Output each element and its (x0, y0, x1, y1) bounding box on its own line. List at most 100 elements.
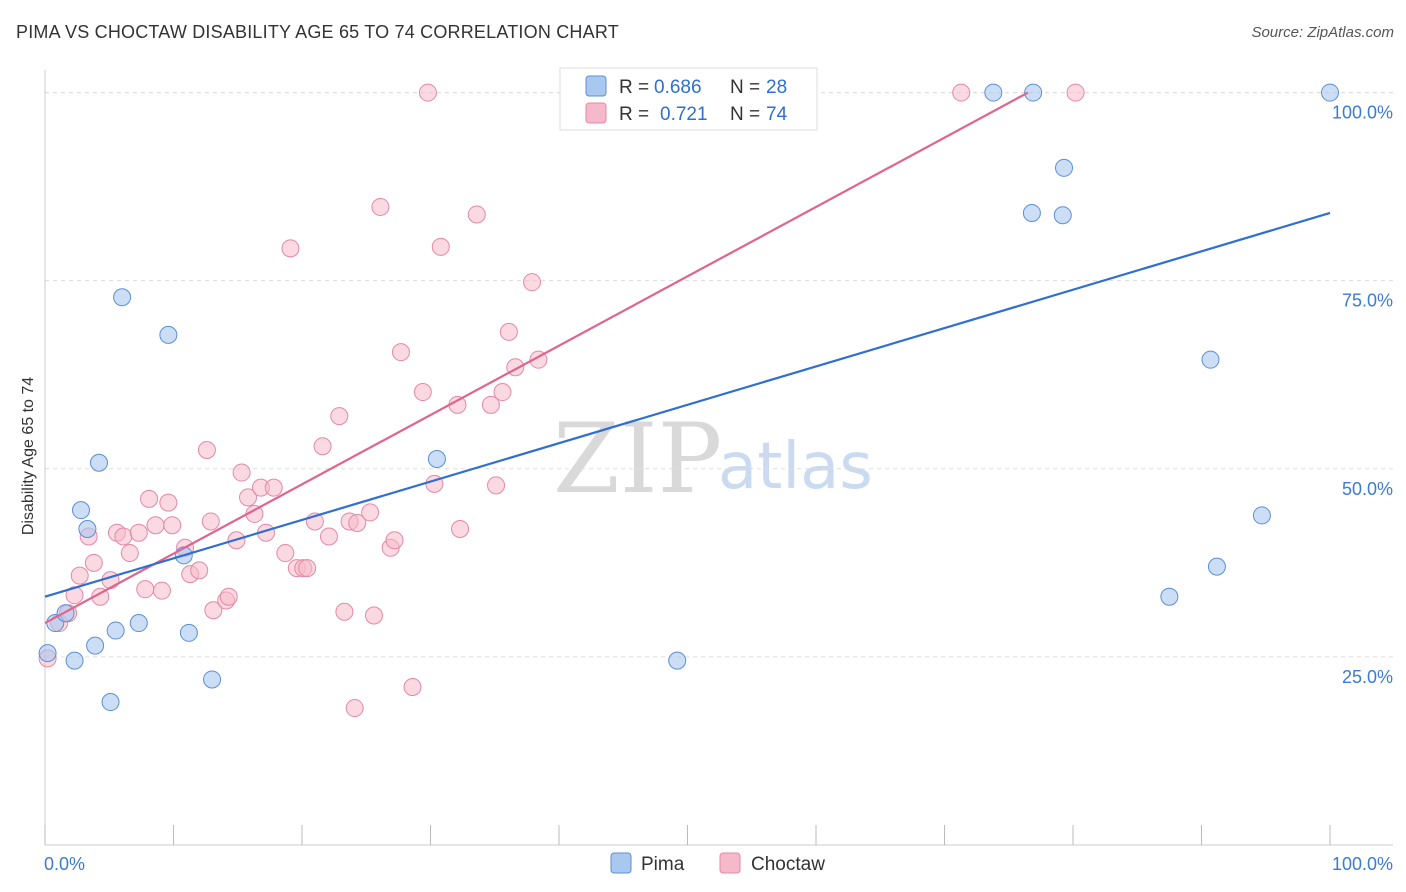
bottom-legend-choctaw: Choctaw (751, 854, 825, 875)
choctaw-point (65, 586, 84, 605)
choctaw-point (952, 83, 971, 102)
legend-swatch-pima (585, 75, 607, 97)
choctaw-point (361, 503, 380, 522)
axes (44, 70, 1393, 846)
x-tick-labels: 0.0% 100.0% (44, 854, 1393, 874)
choctaw-point (418, 83, 437, 102)
pima-point (1252, 506, 1271, 525)
choctaw-point (84, 553, 103, 572)
choctaw-point (264, 478, 283, 497)
choctaw-point (385, 531, 404, 550)
pima-point (71, 501, 90, 520)
gridlines (45, 92, 1393, 658)
choctaw-point (413, 383, 432, 402)
pima-point (1207, 557, 1226, 576)
choctaw-point (481, 395, 500, 414)
legend-n-value-choctaw: 74 (766, 104, 788, 125)
choctaw-point (313, 437, 332, 456)
pima-point (1201, 350, 1220, 369)
choctaw-point (197, 440, 216, 459)
choctaw-point (499, 322, 518, 341)
y-tick-label: 25.0% (1342, 667, 1393, 687)
choctaw-point (319, 527, 338, 546)
choctaw-point (487, 476, 506, 495)
choctaw-point (70, 566, 89, 585)
pima-point (984, 83, 1003, 102)
pima-point (56, 604, 75, 623)
pima-point (1055, 158, 1074, 177)
choctaw-point (114, 527, 133, 546)
y-tick-label: 75.0% (1342, 291, 1393, 311)
pima-point (86, 636, 105, 655)
legend-swatch-choctaw (585, 102, 607, 124)
choctaw-point (136, 580, 155, 599)
choctaw-point (1066, 83, 1085, 102)
choctaw-point (190, 561, 209, 580)
pima-point (89, 453, 108, 472)
pima-point (179, 623, 198, 642)
legend-n-label-choctaw: N = (730, 104, 760, 125)
pima-point (1022, 203, 1041, 222)
legend-n-value-pima: 28 (766, 77, 787, 98)
correlation-legend: R = 0.686 N = 28 R = 0.721 N = 74 (559, 67, 818, 131)
choctaw-point (204, 601, 223, 620)
choctaw-point (120, 544, 139, 563)
pima-point (668, 651, 687, 670)
bottom-legend-pima: Pima (641, 854, 685, 875)
choctaw-point (431, 237, 450, 256)
choctaw-point (201, 512, 220, 531)
bottom-swatch-pima (610, 852, 632, 874)
choctaw-points (38, 83, 1085, 718)
choctaw-point (152, 581, 171, 600)
choctaw-point (451, 519, 470, 538)
pima-point (1321, 83, 1339, 102)
pima-point (65, 651, 84, 670)
choctaw-point (281, 239, 300, 258)
pima-point (427, 450, 446, 469)
pima-point (203, 670, 222, 689)
watermark-zip: ZIP (553, 403, 722, 515)
legend-r-label-pima: R = (619, 77, 649, 98)
chart-title: PIMA VS CHOCTAW DISABILITY AGE 65 TO 74 … (16, 22, 619, 42)
pima-trend-line (44, 211, 1331, 598)
x-tick-label-min: 0.0% (44, 854, 85, 874)
choctaw-point (348, 513, 367, 532)
legend-n-label-pima: N = (730, 77, 760, 98)
choctaw-point (467, 205, 486, 224)
choctaw-point (403, 677, 422, 696)
choctaw-point (219, 587, 238, 606)
legend-r-value-pima: 0.686 (654, 77, 702, 98)
choctaw-point (391, 343, 410, 362)
y-tick-label: 50.0% (1342, 479, 1393, 499)
pima-point (106, 621, 125, 640)
y-axis-label: Disability Age 65 to 74 (20, 377, 37, 535)
choctaw-point (101, 571, 120, 590)
pima-point (78, 519, 97, 538)
pima-point (38, 644, 57, 663)
pima-point (1024, 83, 1043, 102)
trend-lines (44, 91, 1331, 625)
series-legend: Pima Choctaw (610, 852, 825, 875)
pima-point (101, 693, 120, 712)
watermark-atlas: atlas (718, 430, 873, 504)
choctaw-point (493, 383, 512, 402)
choctaw-point (335, 602, 354, 621)
choctaw-point (146, 516, 165, 535)
choctaw-point (345, 699, 364, 718)
legend-r-value-choctaw: 0.721 (660, 104, 708, 125)
choctaw-point (163, 516, 182, 535)
choctaw-point (129, 523, 148, 542)
choctaw-point (276, 544, 295, 563)
choctaw-point (298, 559, 317, 578)
choctaw-point (239, 488, 258, 507)
choctaw-point (140, 489, 159, 508)
choctaw-trend-line (44, 91, 1029, 625)
choctaw-point (330, 407, 349, 426)
source-credit: Source: ZipAtlas.com (1251, 24, 1394, 41)
choctaw-point (232, 463, 251, 482)
pima-point (129, 614, 148, 633)
pima-point (1053, 206, 1072, 225)
pima-points (38, 83, 1339, 712)
pima-point (159, 325, 178, 344)
x-tick-label-max: 100.0% (1332, 854, 1393, 874)
